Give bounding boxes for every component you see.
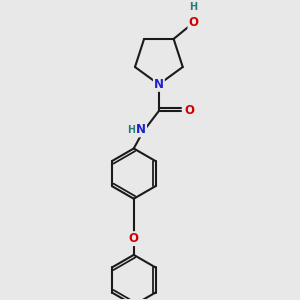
- Text: O: O: [129, 232, 139, 245]
- Text: N: N: [136, 123, 146, 136]
- Text: O: O: [184, 104, 194, 118]
- Text: N: N: [154, 78, 164, 91]
- Text: H: H: [127, 125, 135, 135]
- Text: H: H: [189, 2, 197, 12]
- Text: O: O: [188, 16, 198, 29]
